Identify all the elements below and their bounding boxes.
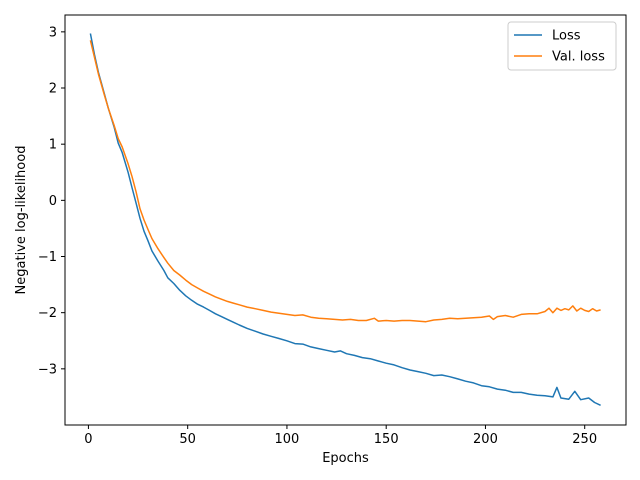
y-axis-ticks: −3 −2 −1 0 1 2 3: [38, 25, 65, 377]
x-tick-label: 0: [84, 432, 92, 447]
y-tick-label: 1: [49, 138, 57, 153]
x-tick-label: 150: [374, 432, 399, 447]
legend-box: [507, 21, 617, 71]
legend-entry-2: Val. loss: [552, 50, 605, 65]
x-axis-label: Epochs: [322, 451, 369, 466]
x-tick-label: 50: [179, 432, 196, 447]
plot-frame: [64, 14, 627, 426]
series-line-2: [89, 40, 601, 323]
y-tick-label: 3: [49, 25, 57, 40]
x-axis-ticks: 0 50 100 150 200 250: [84, 425, 597, 447]
x-tick-label: 250: [572, 432, 597, 447]
y-tick-label: 0: [49, 194, 57, 209]
y-tick-label: −1: [38, 250, 57, 265]
x-tick-label: 200: [473, 432, 498, 447]
legend: Loss Val. loss: [507, 21, 617, 71]
x-tick-label: 100: [275, 432, 300, 447]
y-tick-label: −2: [38, 306, 57, 321]
legend-entry-1: Loss: [552, 29, 581, 44]
plot-lines: [89, 33, 601, 406]
y-tick-label: 2: [49, 82, 57, 97]
y-tick-label: −3: [38, 362, 57, 377]
series-line-1: [89, 33, 601, 406]
y-axis-label: Negative log-likelihood: [14, 146, 29, 295]
